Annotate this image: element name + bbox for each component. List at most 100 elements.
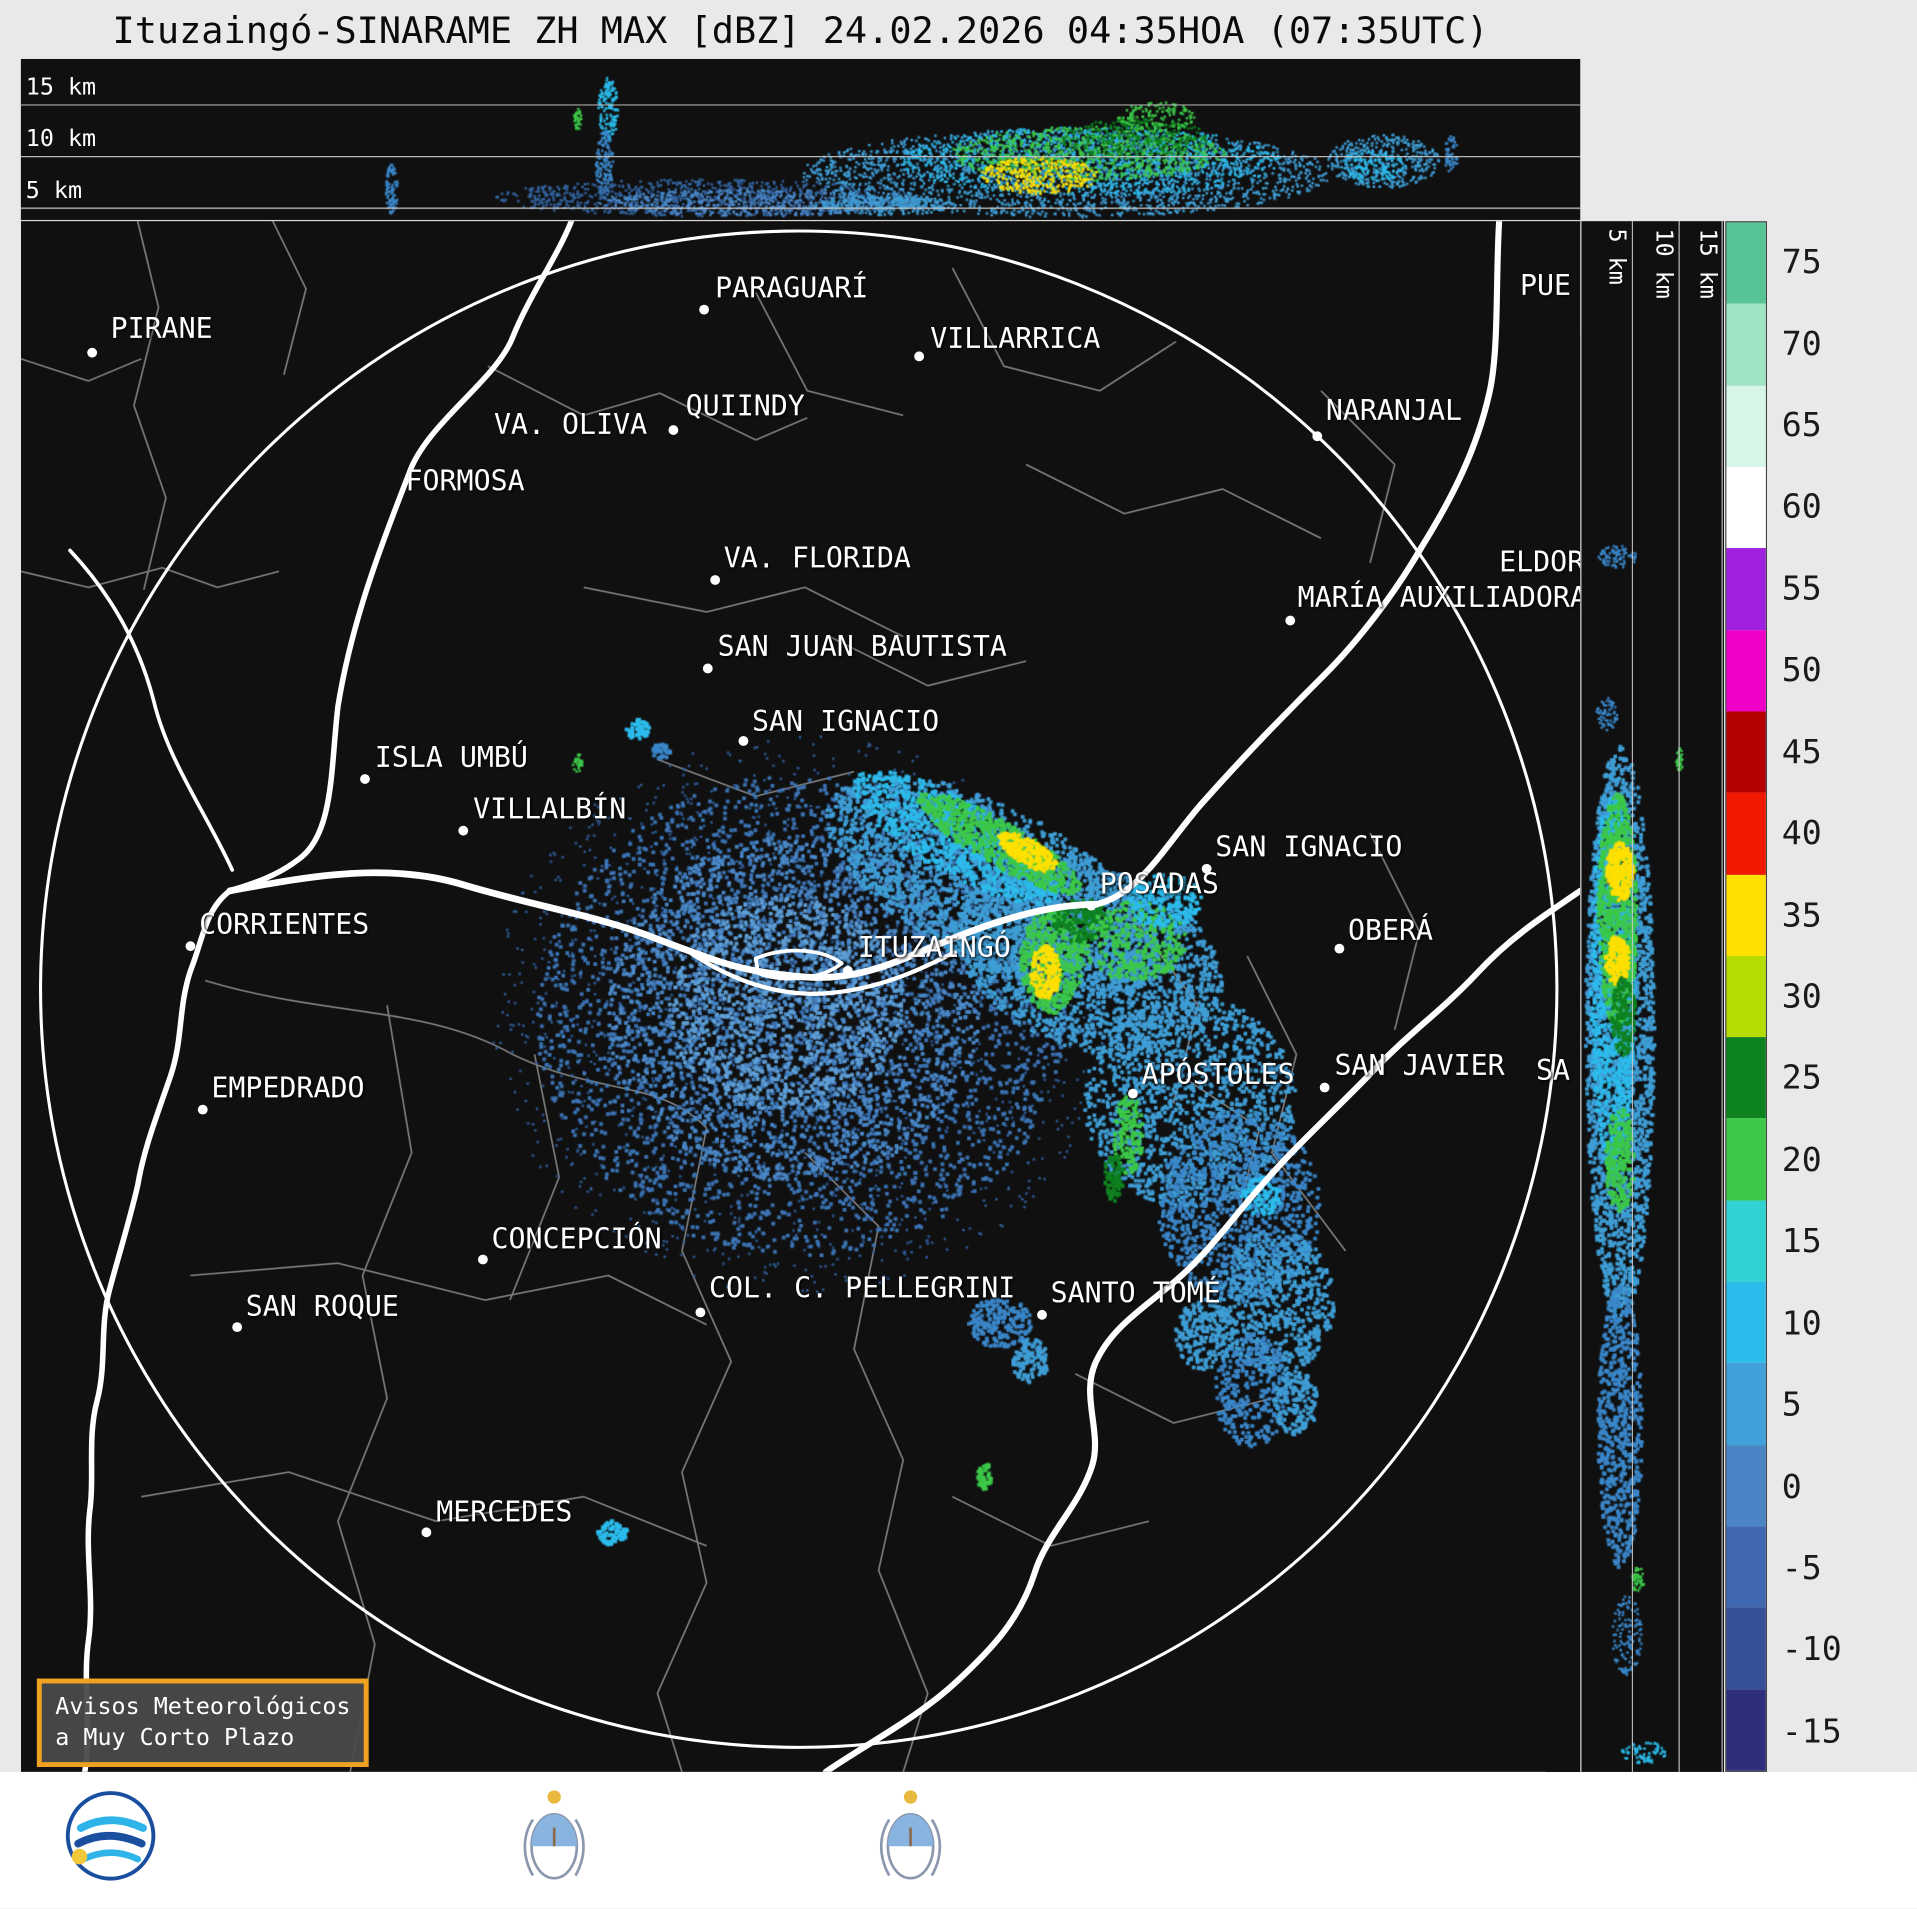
- colorbar-segment-25: [1726, 1037, 1766, 1119]
- colorbar-tick-10: 10: [1781, 1304, 1822, 1343]
- cross-section-right-panel: 5 km 10 km 15 km: [1580, 221, 1725, 1772]
- colorbar-segment--15: [1726, 1689, 1766, 1771]
- defensa-coat-of-arms: [523, 1790, 585, 1880]
- altitude-label-10km: 10 km: [25, 125, 97, 153]
- hydrography-layer: [39, 221, 1581, 1772]
- city-dot-villalb-n: [458, 825, 469, 836]
- altitude-gridline-5km-v: [1631, 221, 1634, 1772]
- colorbar-segment-45: [1726, 711, 1766, 793]
- colorbar-segment--5: [1726, 1526, 1766, 1608]
- colorbar-segment-10: [1726, 1281, 1766, 1364]
- city-dot-quiindy: [668, 425, 679, 435]
- city-label-posadas: POSADAS: [1099, 868, 1219, 901]
- altitude-gridline-10km: [20, 156, 1581, 158]
- smn-logo: [65, 1791, 156, 1881]
- city-dot-paraguar-: [699, 304, 710, 315]
- colorbar-segment-40: [1726, 792, 1766, 875]
- city-dot-san-ignacio: [738, 736, 749, 746]
- city-dot-san-juan-bautista: [702, 663, 713, 674]
- warning-line-1: Avisos Meteorológicos: [55, 1693, 351, 1721]
- city-dot-ober-: [1334, 943, 1345, 954]
- city-dot-mar-a-auxiliadora: [1285, 615, 1296, 626]
- colorbar: [1725, 221, 1768, 1772]
- city-label-col-c-pellegrini: COL. C. PELLEGRINI: [709, 1273, 1016, 1305]
- colorbar-tick-65: 65: [1781, 406, 1822, 445]
- warning-box: Avisos Meteorológicos a Muy Corto Plazo: [36, 1678, 369, 1768]
- city-label-san-ignacio: SAN IGNACIO: [1215, 831, 1403, 864]
- city-label-villalb-n: VILLALBÍN: [473, 793, 627, 826]
- cross-section-top-panel: 15 km 10 km 5 km: [20, 58, 1581, 222]
- city-label-formosa: FORMOSA: [405, 465, 525, 498]
- colorbar-segment-15: [1726, 1200, 1766, 1282]
- city-dot-posadas: [1086, 900, 1097, 911]
- colorbar-segment-5: [1726, 1363, 1766, 1445]
- city-dot-empedrado: [197, 1104, 208, 1115]
- colorbar-tick-50: 50: [1781, 651, 1822, 690]
- colorbar-tick--15: -15: [1781, 1712, 1842, 1751]
- footer: Servicio Meteorológico Nacional Argentin…: [0, 1771, 1917, 1909]
- range-ring: [39, 229, 1559, 1749]
- city-label-quiindy: QUIINDY: [685, 390, 805, 423]
- colorbar-segment-0: [1726, 1444, 1766, 1527]
- colorbar-segment-70: [1726, 303, 1766, 386]
- city-label-santo-tom-: SANTO TOMÉ: [1050, 1277, 1221, 1310]
- colorbar-segment-60: [1726, 466, 1766, 549]
- colorbar-tick-70: 70: [1781, 325, 1822, 364]
- city-label-ap-stoles: APÓSTOLES: [1141, 1059, 1295, 1092]
- city-label-villarrica: VILLARRICA: [930, 323, 1101, 356]
- colorbar-tick-55: 55: [1781, 570, 1822, 609]
- city-dot-concepci-n: [478, 1254, 488, 1265]
- colorbar-tick-0: 0: [1781, 1467, 1802, 1506]
- city-dot-villarrica: [914, 351, 925, 362]
- colorbar-tick--10: -10: [1781, 1631, 1842, 1670]
- city-label-eldorado: ELDORADO: [1499, 546, 1580, 579]
- colorbar-tick-20: 20: [1781, 1141, 1822, 1180]
- colorbar-tick-60: 60: [1781, 488, 1822, 527]
- cross-section-top-canvas: [20, 58, 1581, 220]
- colorbar-tick-15: 15: [1781, 1222, 1822, 1262]
- city-label-empedrado: EMPEDRADO: [211, 1072, 365, 1105]
- city-dot-ituzaing-: [842, 965, 853, 976]
- city-dot-ap-stoles: [1128, 1088, 1138, 1099]
- colorbar-tick-40: 40: [1781, 814, 1822, 853]
- colorbar-tick-5: 5: [1781, 1386, 1802, 1425]
- colorbar-segment-65: [1726, 385, 1766, 467]
- city-label-ober-: OBERÁ: [1347, 915, 1434, 948]
- radar-map-panel: PIRANE PARAGUARÍ VILLARRICA QUIINDY VA. OLIV…: [20, 221, 1581, 1772]
- city-label-san-ignacio: SAN IGNACIO: [752, 706, 940, 739]
- rivers: [68, 221, 1581, 1772]
- city-label-isla-umb-: ISLA UMBÚ: [374, 742, 528, 775]
- city-dot-col-c-pellegrini: [695, 1307, 706, 1318]
- altitude-label-10km-v: 10 km: [1650, 228, 1678, 299]
- colorbar-tick-75: 75: [1781, 243, 1822, 282]
- colorbar-tick-45: 45: [1781, 733, 1822, 772]
- colorbar-segment-55: [1726, 548, 1766, 630]
- altitude-gridline-15km-v: [1721, 221, 1723, 1772]
- city-label-concepci-n: CONCEPCIÓN: [491, 1223, 662, 1256]
- warning-line-2: a Muy Corto Plazo: [55, 1724, 295, 1752]
- economia-coat-of-arms: [879, 1790, 942, 1880]
- city-label-ituzaing-: ITUZAINGÓ: [857, 932, 1011, 965]
- radar-echo-canvas: [20, 221, 1581, 1772]
- city-label-mercedes: MERCEDES: [436, 1496, 573, 1529]
- city-dot-san-javier: [1319, 1082, 1330, 1093]
- altitude-gridline-5km: [20, 207, 1581, 209]
- city-dot-pirane: [87, 347, 98, 358]
- product-title: Ituzaingó-SINARAME ZH MAX [dBZ] 24.02.20…: [112, 9, 1489, 53]
- altitude-label-5km: 5 km: [25, 176, 83, 204]
- cross-section-right-canvas: [1581, 221, 1725, 1772]
- altitude-label-5km-v: 5 km: [1603, 228, 1631, 285]
- colorbar-segment-35: [1726, 874, 1766, 956]
- altitude-gridline-15km: [20, 104, 1581, 106]
- city-dot-san-ignacio: [1201, 863, 1212, 874]
- colorbar-tick-30: 30: [1781, 978, 1822, 1017]
- city-label-san-juan-bautista: SAN JUAN BAUTISTA: [717, 631, 1007, 664]
- colorbar-tick--5: -5: [1781, 1549, 1822, 1588]
- city-label-san-roque: SAN ROQUE: [245, 1291, 399, 1324]
- city-label-san-javier: SAN JAVIER: [1334, 1050, 1505, 1083]
- city-label-va-florida: VA. FLORIDA: [723, 543, 911, 576]
- colorbar-segment-20: [1726, 1118, 1766, 1201]
- city-label-corrientes: CORRIENTES: [199, 909, 370, 942]
